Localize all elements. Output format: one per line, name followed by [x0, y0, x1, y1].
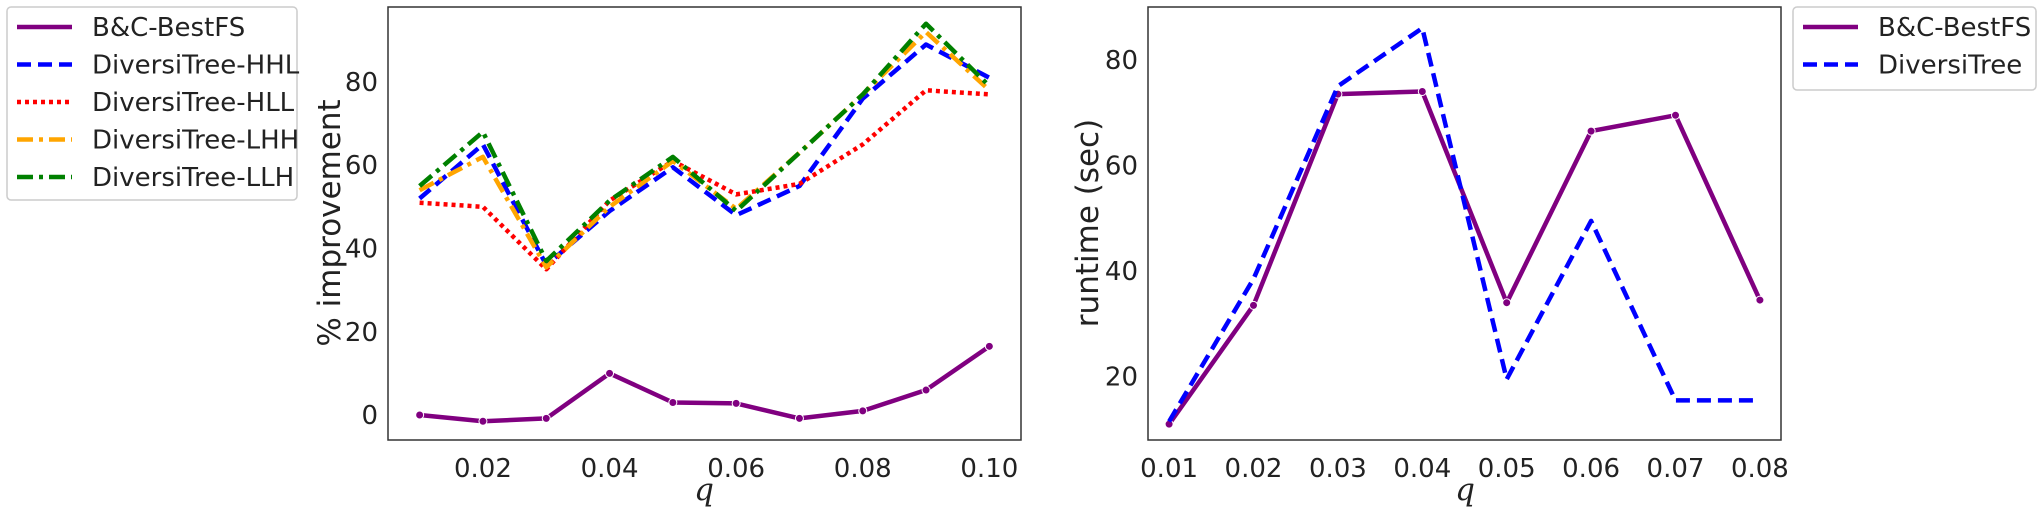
series-line-b-c-bestfs	[1167, 89, 1762, 426]
improvement-y-axis-label: % improvement	[312, 99, 348, 346]
x-tick-label: 0.08	[1731, 454, 1789, 484]
x-tick-label: 0.06	[1562, 454, 1620, 484]
y-tick-label: 20	[1105, 363, 1138, 393]
improvement-x-axis-label: q	[694, 472, 714, 508]
series-line-diversitree	[1167, 25, 1760, 423]
x-tick-label: 0.07	[1647, 454, 1705, 484]
right-legend: B&C-BestFS DiversiTree	[1792, 6, 2037, 91]
x-tick-label: 0.04	[581, 454, 639, 484]
legend-label-diversitree-hhl: DiversiTree-HHL	[92, 51, 300, 81]
x-tick-label: 0.10	[960, 454, 1018, 484]
data-point-b-c-bestfs	[1249, 300, 1258, 310]
runtime-x-axis-label: q	[1455, 472, 1475, 508]
legend-label-b-c-bestfs: B&C-BestFS	[92, 13, 245, 43]
data-point-b-c-bestfs	[478, 416, 488, 426]
data-point-b-c-bestfs	[415, 410, 425, 420]
runtime-y-axis-label: runtime (sec)	[1070, 119, 1106, 327]
x-tick-label: 0.01	[1140, 454, 1198, 484]
y-tick-label: 60	[345, 151, 378, 181]
legend-label-b-c-bestfs: B&C-BestFS	[1878, 13, 2031, 43]
legend-label-diversitree-lhh: DiversiTree-LHH	[92, 126, 299, 156]
runtime-plot-frame	[1147, 6, 1782, 441]
data-point-b-c-bestfs	[858, 406, 868, 416]
y-tick-label: 80	[1105, 46, 1138, 76]
x-tick-label: 0.03	[1309, 454, 1367, 484]
legend-label-diversitree: DiversiTree	[1878, 51, 2022, 81]
y-tick-label: 40	[1105, 257, 1138, 287]
legend-label-diversitree-llh: DiversiTree-LLH	[92, 163, 294, 193]
y-tick-label: 40	[345, 234, 378, 264]
data-point-b-c-bestfs	[1671, 110, 1680, 120]
data-point-b-c-bestfs	[541, 413, 551, 423]
y-tick-label: 0	[361, 401, 378, 431]
y-tick-label: 60	[1105, 151, 1138, 181]
y-tick-label: 80	[345, 68, 378, 98]
x-tick-label: 0.02	[1225, 454, 1283, 484]
runtime-plot: 20 40 60 80 0.01 0.02 0.03 0.04 0.05 0.06 0.07 0.0…	[1070, 6, 1789, 508]
x-tick-label: 0.08	[834, 454, 892, 484]
x-tick-label: 0.02	[454, 454, 512, 484]
series-line-diversitree-lhh	[418, 29, 991, 270]
data-point-b-c-bestfs	[1586, 126, 1596, 136]
x-tick-label: 0.06	[707, 454, 765, 484]
x-tick-label: 0.05	[1478, 454, 1536, 484]
legend-label-diversitree-hll: DiversiTree-HLL	[92, 88, 295, 118]
x-tick-label: 0.04	[1393, 454, 1451, 484]
left-legend-box	[6, 6, 298, 201]
improvement-plot-frame	[387, 6, 1022, 441]
data-point-b-c-bestfs	[921, 385, 931, 395]
left-legend: B&C-BestFS DiversiTree-HHL DiversiTree-HLL…	[6, 6, 300, 201]
improvement-plot: 0 20 40 60 80 0.02 0.04 0.06 0.08 0.10 % improve…	[312, 6, 1022, 508]
data-point-b-c-bestfs	[1755, 295, 1765, 305]
data-point-b-c-bestfs	[731, 398, 741, 408]
series-line-b-c-bestfs	[419, 344, 991, 424]
y-tick-label: 20	[345, 318, 378, 348]
data-point-b-c-bestfs	[984, 341, 994, 351]
data-point-b-c-bestfs	[1502, 298, 1512, 308]
series-line-diversitree-hll	[419, 88, 990, 272]
series-line-diversitree-llh	[418, 21, 991, 264]
data-point-b-c-bestfs	[1417, 86, 1427, 96]
data-point-b-c-bestfs	[794, 413, 804, 423]
series-line-diversitree-hhl	[418, 42, 991, 268]
data-point-b-c-bestfs	[605, 368, 615, 378]
data-point-b-c-bestfs	[668, 398, 678, 408]
